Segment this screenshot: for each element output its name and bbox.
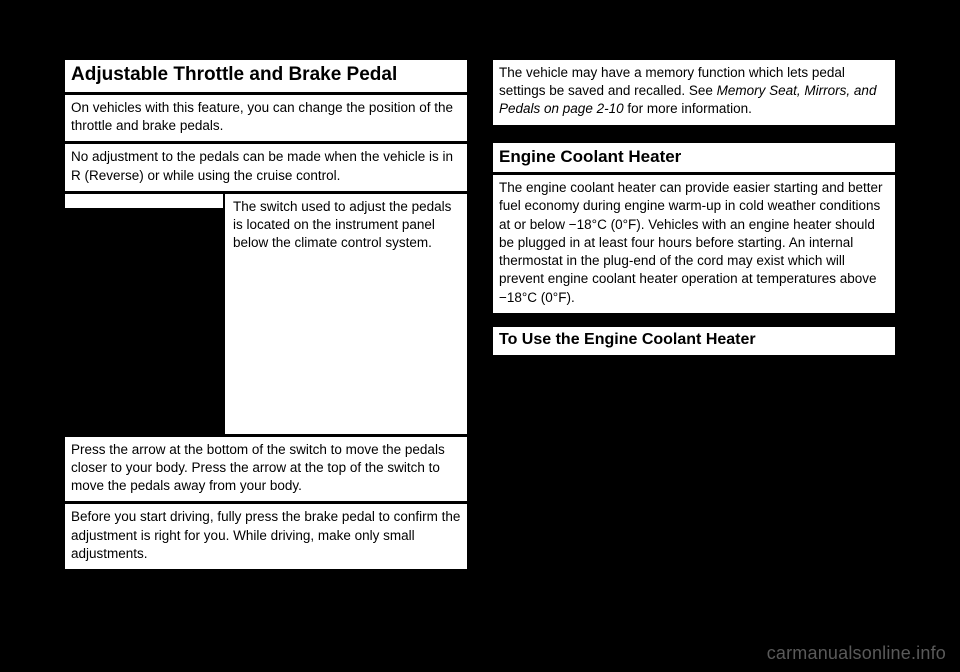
heading-throttle-brake: Adjustable Throttle and Brake Pedal (65, 60, 467, 92)
paragraph-no-adjustment: No adjustment to the pedals can be made … (65, 144, 467, 190)
heading-to-use-heater: To Use the Engine Coolant Heater (493, 327, 895, 355)
memory-text-b: for more information. (624, 101, 752, 116)
paragraph-feature-intro: On vehicles with this feature, you can c… (65, 95, 467, 141)
switch-figure-row: The switch used to adjust the pedals is … (65, 194, 467, 434)
image-top-strip (65, 194, 223, 208)
heading-engine-coolant: Engine Coolant Heater (493, 143, 895, 173)
switch-side-text-box: The switch used to adjust the pedals is … (225, 194, 467, 434)
watermark-text: carmanualsonline.info (767, 643, 946, 664)
switch-image-placeholder (65, 194, 225, 434)
paragraph-heater-steps: 1. Turn off the engine. 2. Open the hood… (493, 355, 895, 474)
paragraph-before-driving: Before you start driving, fully press th… (65, 504, 467, 569)
switch-side-text: The switch used to adjust the pedals is … (225, 194, 467, 259)
left-column: Adjustable Throttle and Brake Pedal On v… (65, 60, 467, 569)
right-column: The vehicle may have a memory function w… (493, 60, 895, 569)
paragraph-press-arrow: Press the arrow at the bottom of the swi… (65, 437, 467, 502)
paragraph-coolant-heater: The engine coolant heater can provide ea… (493, 175, 895, 313)
paragraph-memory-function: The vehicle may have a memory function w… (493, 60, 895, 125)
